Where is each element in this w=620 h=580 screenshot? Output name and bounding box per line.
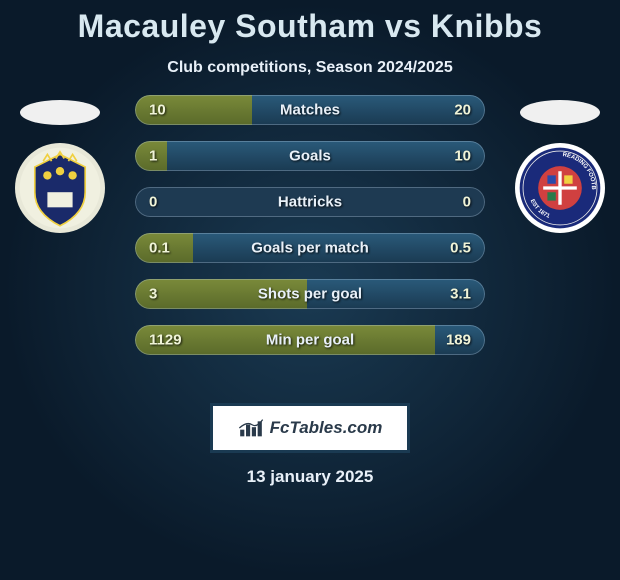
bar-label: Shots per goal [258, 286, 362, 303]
stat-bar: 1 10 Goals [135, 141, 485, 171]
comparison-panel: READING FOOTBALL CLUB EST 1871 1020Match… [0, 95, 620, 395]
stats-bars: 10 20 Matches 1 10 Goals 0 0 Hattricks 0.1 0.5 Goal… [135, 95, 485, 371]
stat-bar: 0 0 Hattricks [135, 187, 485, 217]
bar-label: Goals per match [251, 240, 369, 257]
left-player-column [0, 95, 120, 233]
club-badge-icon: READING FOOTBALL CLUB EST 1871 [518, 146, 602, 230]
left-flag-icon [20, 100, 100, 125]
right-club-crest: READING FOOTBALL CLUB EST 1871 [515, 143, 605, 233]
bar-value-left: 1129 [149, 332, 182, 349]
left-club-crest [15, 143, 105, 233]
fctables-logo: FcTables.com [210, 403, 410, 453]
bar-value-left: 3 [149, 286, 157, 303]
page-title: Macauley Southam vs Knibbs [0, 0, 620, 45]
right-player-column: READING FOOTBALL CLUB EST 1871 [500, 95, 620, 233]
bar-value-right: 3.1 [450, 286, 471, 303]
bar-value-left: 1 [149, 148, 157, 165]
bar-label: Goals [289, 148, 331, 165]
bar-value-right: 10 [454, 148, 471, 165]
bar-value-right: 189 [446, 332, 471, 349]
logo-text: FcTables.com [270, 418, 383, 438]
bar-label: Min per goal [266, 332, 354, 349]
bar-value-left: 10 [149, 102, 166, 119]
subtitle: Club competitions, Season 2024/2025 [0, 59, 620, 77]
bar-label: Matches [280, 102, 340, 119]
bar-value-right: 0 [463, 194, 471, 211]
shield-icon [18, 146, 102, 230]
bar-value-right: 20 [454, 102, 471, 119]
date-text: 13 january 2025 [0, 467, 620, 487]
bar-value-left: 0 [149, 194, 157, 211]
stat-bar: 0.1 0.5 Goals per match [135, 233, 485, 263]
stat-bar: 10 20 Matches [135, 95, 485, 125]
bar-chart-icon [238, 418, 264, 438]
stat-bar: 3 3.1 Shots per goal [135, 279, 485, 309]
stat-bar: 1129 189 Min per goal [135, 325, 485, 355]
bar-value-left: 0.1 [149, 240, 170, 257]
bar-label: Hattricks [278, 194, 342, 211]
bar-value-right: 0.5 [450, 240, 471, 257]
right-flag-icon [520, 100, 600, 125]
